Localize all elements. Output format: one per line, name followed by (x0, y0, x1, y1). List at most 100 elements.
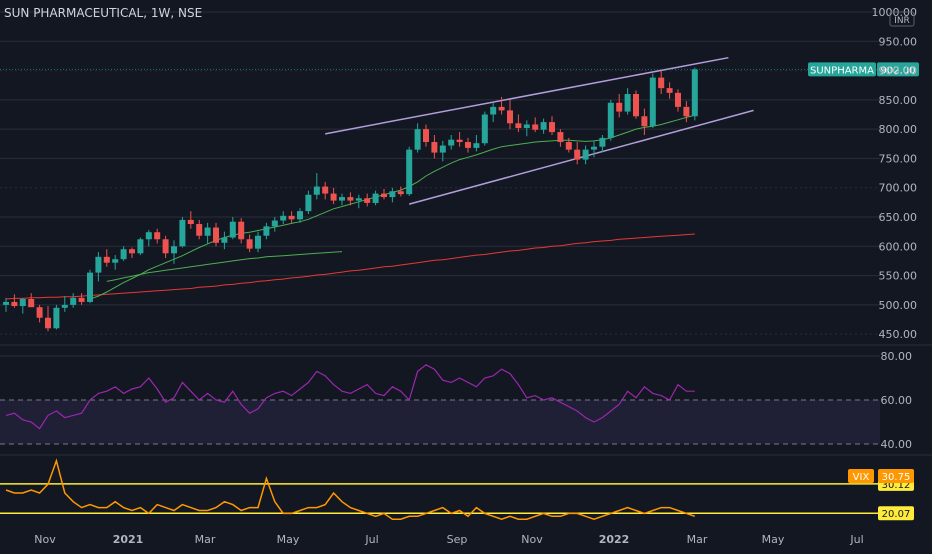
vix-name-badge (848, 469, 874, 484)
candle (103, 249, 110, 267)
candle (339, 193, 345, 206)
candle-body (582, 149, 589, 160)
x-tick-label: 2021 (113, 533, 144, 546)
candle (70, 293, 77, 308)
x-tick-label: Jul (849, 533, 863, 546)
x-tick-label: Jul (364, 533, 378, 546)
candle (532, 117, 539, 133)
price-tick-label: 650.00 (879, 211, 918, 224)
candle-body (53, 307, 60, 329)
candle (473, 135, 480, 152)
candle-body (381, 193, 387, 198)
price-pane[interactable]: SUNPHARMA 902.00 (0, 56, 919, 332)
candle (523, 120, 530, 137)
candle-body (591, 146, 597, 150)
candle (95, 252, 102, 282)
candle-body (204, 227, 211, 236)
currency-badge[interactable]: INR (889, 11, 915, 27)
price-tick-label: 850.00 (879, 94, 918, 107)
candle (372, 190, 379, 206)
candle (641, 108, 648, 135)
price-tick-label: 700.00 (879, 182, 918, 195)
candle-body (171, 246, 177, 254)
last-price-name-badge (808, 62, 876, 77)
last-price-value-badge (877, 62, 919, 77)
price-tick-label: 450.00 (879, 328, 918, 341)
candle-body (187, 219, 194, 225)
candle (540, 118, 547, 134)
candle-body (11, 301, 18, 307)
rsi-pane[interactable] (0, 355, 880, 445)
candle-body (473, 143, 480, 148)
candle-body (255, 235, 261, 249)
candle-body (70, 297, 77, 305)
candle (137, 237, 144, 256)
candle-body (179, 219, 186, 247)
price-tick-label: 750.00 (879, 152, 918, 165)
candle-body (137, 239, 144, 254)
candle (465, 137, 471, 153)
candle-body (162, 239, 169, 254)
x-tick-label: Sep (447, 533, 468, 546)
candle (515, 114, 522, 133)
candle (607, 99, 614, 141)
candle-body (19, 299, 26, 307)
candle (582, 145, 589, 165)
candle-body (683, 106, 690, 117)
candle (675, 89, 681, 112)
candle-body (532, 124, 539, 130)
candle-body (431, 142, 438, 153)
candle (11, 294, 18, 308)
candle (658, 70, 665, 94)
candle-body (229, 221, 236, 238)
candle (213, 222, 219, 247)
candle (389, 187, 396, 203)
vix-pane[interactable]: 30.12 20.07 VIX 30.75 (0, 458, 914, 520)
candle (691, 67, 698, 121)
candle-body (641, 116, 648, 127)
candle-body (515, 123, 522, 128)
candle (355, 194, 362, 209)
candle (112, 255, 119, 270)
candle-body (246, 239, 253, 249)
candle-body (213, 227, 219, 243)
candle (507, 99, 513, 130)
rsi-tick-label: 60.00 (881, 394, 913, 407)
price-tick-label: 500.00 (879, 299, 918, 312)
candle-body (549, 122, 555, 133)
candle-body (103, 256, 110, 263)
candle (313, 173, 320, 200)
candle (565, 137, 572, 153)
candle-body (523, 124, 530, 128)
candle (271, 217, 278, 232)
candle (246, 234, 253, 253)
candle (574, 142, 581, 165)
candle (36, 304, 43, 323)
candle (431, 135, 438, 159)
price-tick-label: 600.00 (879, 240, 918, 253)
candle-body (330, 193, 337, 201)
candle-body (3, 301, 9, 305)
candle-body (414, 129, 421, 150)
vix-last-badge (878, 469, 914, 484)
candle-body (389, 191, 396, 198)
x-tick-label: 2022 (599, 533, 630, 546)
candle-body (313, 186, 320, 195)
candle-body (355, 198, 362, 201)
candle (196, 219, 203, 240)
vix-name-label: VIX (853, 472, 870, 483)
candle (154, 228, 161, 244)
candle-body (465, 142, 471, 148)
candle (557, 129, 564, 147)
candle-body (196, 224, 203, 236)
candle (633, 90, 639, 119)
candle-body (540, 122, 547, 130)
candle-body (154, 232, 161, 240)
candle (187, 211, 194, 229)
candle (19, 297, 26, 314)
candle-body (624, 94, 631, 112)
candle (624, 88, 631, 115)
candle-body (691, 69, 698, 117)
candle-body (565, 142, 572, 150)
candle (61, 296, 68, 312)
